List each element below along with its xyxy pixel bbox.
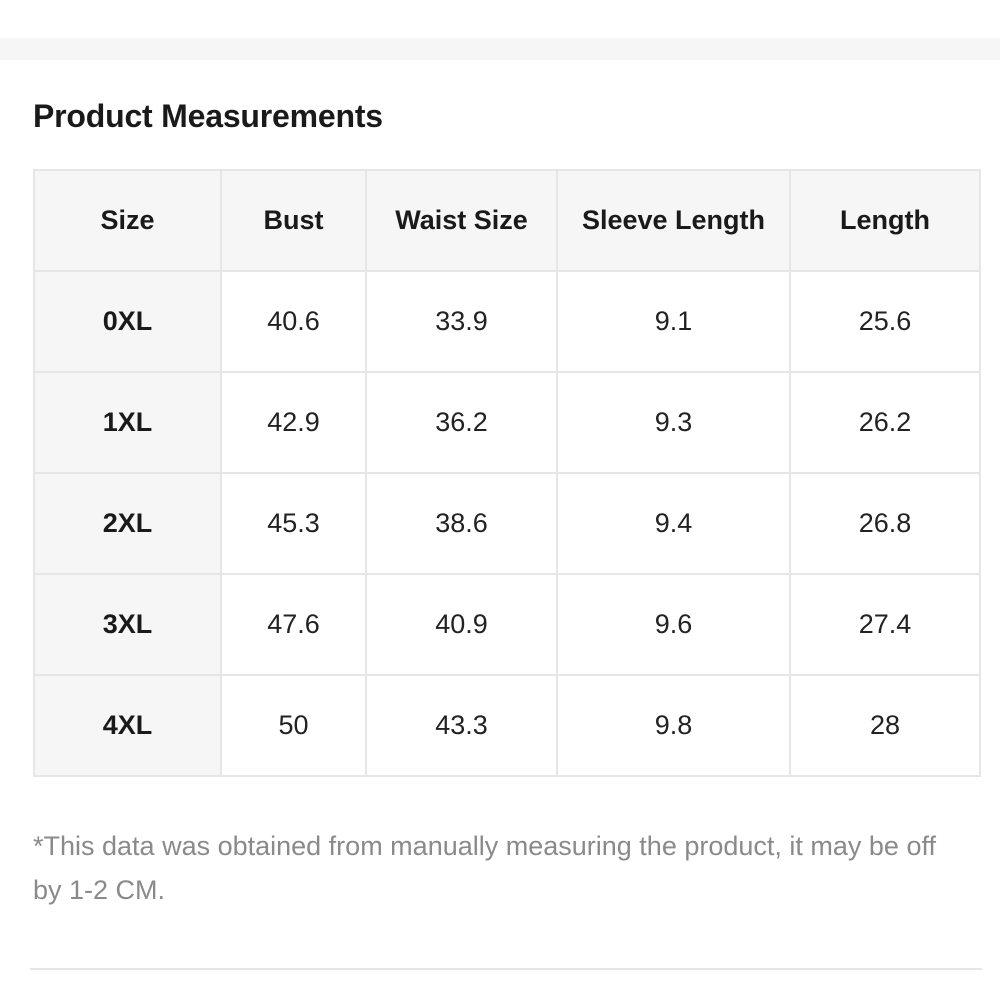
waist-cell: 40.9 xyxy=(365,573,558,676)
measurement-disclaimer: *This data was obtained from manually me… xyxy=(33,831,936,905)
sleeve-cell: 9.1 xyxy=(556,270,791,373)
bust-cell: 50 xyxy=(220,674,367,777)
waist-cell: 38.6 xyxy=(365,472,558,575)
table-header-row: Size Bust Waist Size Sleeve Length Lengt… xyxy=(33,169,981,272)
table-row: 4XL 50 43.3 9.8 28 xyxy=(33,674,981,777)
section-title: Product Measurements xyxy=(33,98,383,134)
sleeve-cell: 9.6 xyxy=(556,573,791,676)
size-cell: 0XL xyxy=(33,270,222,373)
bust-cell: 45.3 xyxy=(220,472,367,575)
waist-cell: 36.2 xyxy=(365,371,558,474)
measurements-table: Size Bust Waist Size Sleeve Length Lengt… xyxy=(33,169,981,777)
header-waist-size: Waist Size xyxy=(365,169,558,272)
length-cell: 27.4 xyxy=(789,573,981,676)
size-cell: 3XL xyxy=(33,573,222,676)
length-cell: 26.2 xyxy=(789,371,981,474)
size-cell: 2XL xyxy=(33,472,222,575)
sleeve-cell: 9.4 xyxy=(556,472,791,575)
bottom-divider xyxy=(30,968,982,970)
size-cell: 1XL xyxy=(33,371,222,474)
length-cell: 26.8 xyxy=(789,472,981,575)
size-cell: 4XL xyxy=(33,674,222,777)
table-row: 1XL 42.9 36.2 9.3 26.2 xyxy=(33,371,981,474)
bust-cell: 42.9 xyxy=(220,371,367,474)
length-cell: 28 xyxy=(789,674,981,777)
header-bust: Bust xyxy=(220,169,367,272)
bust-cell: 40.6 xyxy=(220,270,367,373)
sleeve-cell: 9.3 xyxy=(556,371,791,474)
bust-cell: 47.6 xyxy=(220,573,367,676)
waist-cell: 33.9 xyxy=(365,270,558,373)
table-row: 0XL 40.6 33.9 9.1 25.6 xyxy=(33,270,981,373)
sleeve-cell: 9.8 xyxy=(556,674,791,777)
table-row: 2XL 45.3 38.6 9.4 26.8 xyxy=(33,472,981,575)
length-cell: 25.6 xyxy=(789,270,981,373)
header-size: Size xyxy=(33,169,222,272)
top-divider-band xyxy=(0,38,1000,60)
header-length: Length xyxy=(789,169,981,272)
table-row: 3XL 47.6 40.9 9.6 27.4 xyxy=(33,573,981,676)
waist-cell: 43.3 xyxy=(365,674,558,777)
header-sleeve-length: Sleeve Length xyxy=(556,169,791,272)
